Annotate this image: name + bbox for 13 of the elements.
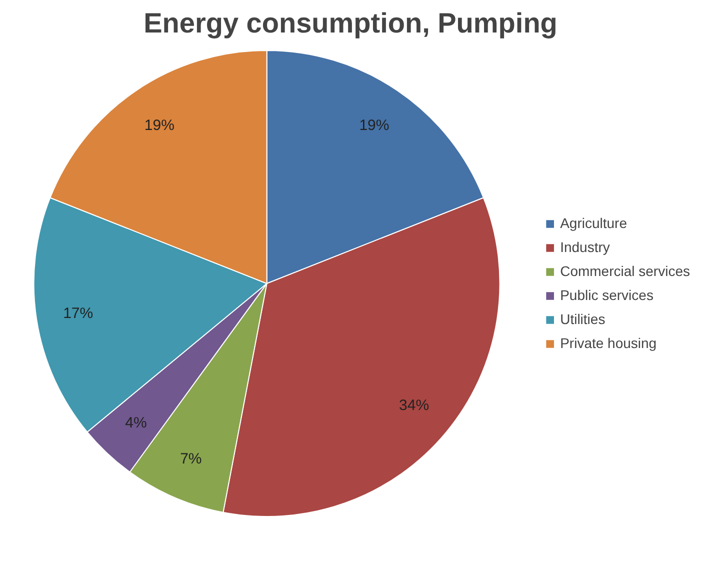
legend-label: Utilities [560,311,606,327]
chart-title: Energy consumption, Pumping [144,8,558,38]
legend-label: Commercial services [560,263,690,279]
legend-label: Industry [560,239,610,255]
data-label: 34% [399,396,430,414]
data-label: 4% [125,414,147,432]
data-label: 7% [180,450,202,468]
data-label: 19% [144,116,174,134]
legend-label: Agriculture [560,215,627,231]
data-label: 19% [359,116,390,134]
legend-label: Public services [560,287,654,303]
data-label: 17% [63,304,94,322]
legend-label: Private housing [560,335,657,351]
